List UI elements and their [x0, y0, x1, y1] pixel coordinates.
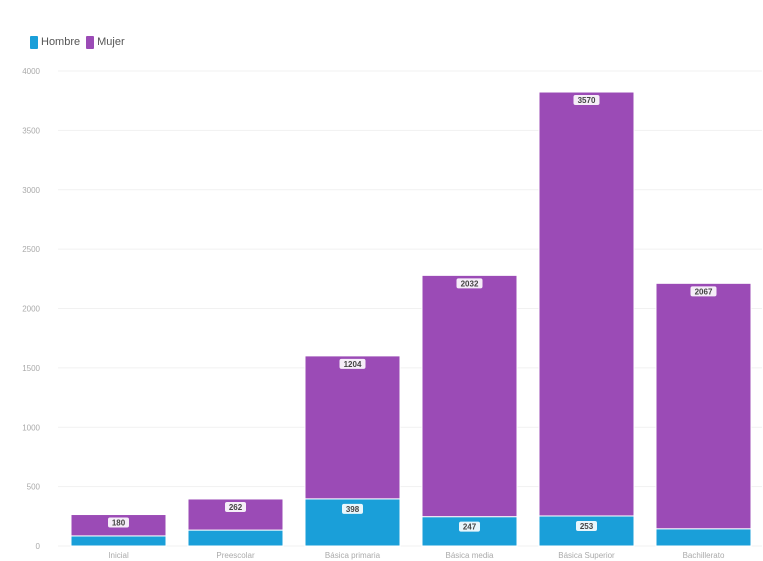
bars: 180 262 398 1204 247 2032 253 3570 2067 — [70, 91, 752, 547]
bar-hombre-bachillerato[interactable] — [655, 528, 752, 547]
bar-hombre-basica-superior[interactable] — [538, 515, 635, 547]
data-label-bg — [573, 95, 600, 106]
x-tick-label-preescolar: Preescolar — [216, 551, 255, 560]
legend-item-mujer[interactable]: Mujer — [86, 35, 125, 49]
bar-mujer-basica-primaria[interactable] — [304, 355, 401, 500]
legend-swatch-mujer — [86, 35, 95, 49]
bar-hombre-inicial[interactable] — [70, 535, 167, 547]
data-label-mujer-basica-media: 2032 — [461, 279, 479, 288]
x-tick-label-basica-superior: Básica Superior — [558, 551, 615, 560]
data-label-hombre-basica-superior: 253 — [580, 522, 594, 531]
x-tick-label-bachillerato: Bachillerato — [683, 551, 725, 560]
legend-label-hombre: Hombre — [41, 36, 81, 48]
x-tick-label-inicial: Inicial — [108, 551, 129, 560]
y-tick-label: 3000 — [22, 186, 40, 195]
bar-mujer-bachillerato[interactable] — [655, 282, 752, 530]
y-tick-label: 4000 — [22, 67, 40, 76]
gridlines — [58, 70, 762, 547]
data-label-bg — [342, 503, 363, 514]
y-tick-label: 2500 — [22, 245, 40, 254]
data-label-bg — [108, 517, 129, 528]
data-label-bg — [576, 520, 597, 531]
bar-mujer-basica-superior[interactable] — [538, 91, 635, 517]
y-tick-label: 1000 — [22, 423, 40, 432]
data-label-hombre-basica-media: 247 — [463, 523, 477, 532]
legend: Hombre Mujer — [30, 34, 125, 50]
data-label-mujer-bachillerato: 2067 — [695, 287, 713, 296]
legend-swatch-hombre — [30, 35, 38, 49]
x-tick-label-basica-primaria: Básica primaria — [325, 551, 381, 560]
data-label-bg — [690, 286, 717, 297]
data-label-hombre-basica-primaria: 398 — [346, 505, 360, 514]
y-tick-label: 1500 — [22, 364, 40, 373]
y-tick-label: 3500 — [22, 126, 40, 135]
y-tick-label: 2000 — [22, 305, 40, 314]
data-label-bg — [459, 521, 480, 532]
data-label-mujer-preescolar: 262 — [229, 503, 243, 512]
y-axis: 0 500 1000 1500 2000 2500 3000 3500 4000 — [22, 67, 40, 551]
x-axis: Inicial Preescolar Básica primaria Básica m… — [108, 551, 725, 560]
bar-mujer-basica-media[interactable] — [421, 274, 518, 518]
legend-item-hombre[interactable]: Hombre — [30, 35, 81, 49]
data-label-bg — [456, 278, 483, 289]
data-label-bg — [339, 358, 366, 369]
bar-hombre-preescolar[interactable] — [187, 529, 284, 547]
legend-label-mujer: Mujer — [97, 36, 125, 48]
x-tick-label-basica-media: Básica media — [445, 551, 494, 560]
data-label-bg — [225, 501, 246, 512]
data-label-mujer-basica-superior: 3570 — [578, 96, 596, 105]
data-label-mujer-basica-primaria: 1204 — [344, 360, 362, 369]
y-tick-label: 500 — [27, 483, 41, 492]
y-tick-label: 0 — [36, 542, 41, 551]
data-label-mujer-inicial: 180 — [112, 519, 126, 528]
